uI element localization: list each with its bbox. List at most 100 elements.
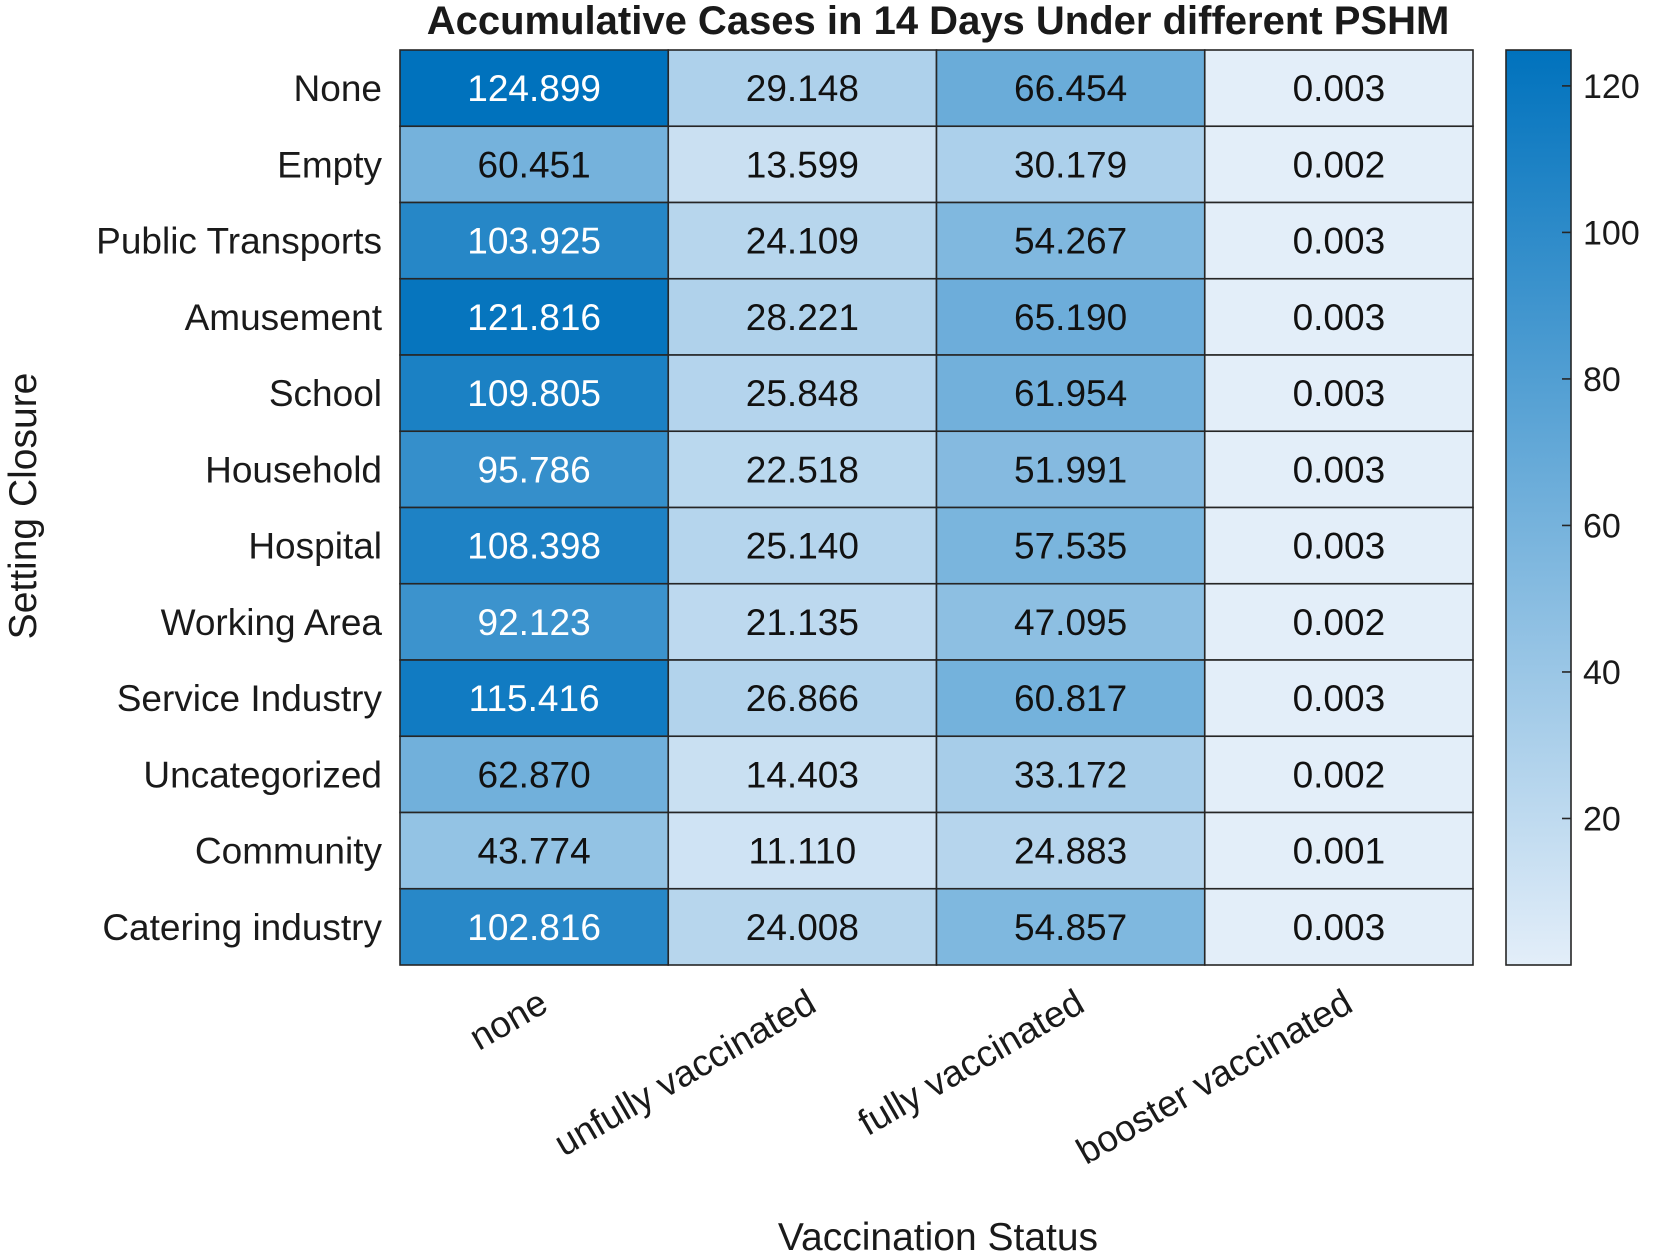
cell-value-label: 0.002	[1293, 144, 1386, 185]
cell-value-label: 95.786	[478, 449, 591, 490]
cell-value-label: 65.190	[1014, 297, 1127, 338]
cell-value-label: 0.002	[1293, 602, 1386, 643]
cell-value-label: 102.816	[467, 907, 601, 948]
heatmap-cell	[1203, 887, 1474, 966]
row-label: Hospital	[248, 526, 382, 567]
y-axis-label: Setting Closure	[2, 373, 45, 640]
row-label: Household	[205, 449, 382, 490]
heatmap-cell	[935, 354, 1206, 433]
column-label: unfully vaccinated	[547, 981, 822, 1164]
cell-value-label: 92.123	[478, 602, 591, 643]
heatmap-cell	[1203, 811, 1474, 890]
cell-value-label: 57.535	[1014, 526, 1127, 567]
heatmap-cell	[667, 735, 938, 814]
row-label: Working Area	[161, 602, 383, 643]
heatmap-cell	[935, 430, 1206, 509]
heatmap-cell	[667, 49, 938, 128]
chart-title: Accumulative Cases in 14 Days Under diff…	[427, 0, 1450, 43]
colorbar-tick-label: 40	[1583, 654, 1621, 692]
cell-value-label: 124.899	[467, 68, 601, 109]
cell-value-label: 29.148	[746, 68, 859, 109]
cell-value-label: 11.110	[749, 831, 857, 872]
cell-value-label: 25.848	[746, 373, 859, 414]
row-label: Amusement	[185, 297, 383, 338]
heatmap-cell	[1203, 659, 1474, 738]
row-label: Service Industry	[117, 678, 383, 719]
colorbar-tick-label: 120	[1583, 68, 1640, 106]
cell-value-label: 14.403	[746, 754, 859, 795]
heatmap-cell	[1203, 49, 1474, 128]
column-label: none	[462, 981, 554, 1058]
heatmap-cell	[935, 49, 1206, 128]
column-label: fully vaccinated	[851, 981, 1091, 1143]
row-label: Uncategorized	[143, 754, 382, 795]
cell-value-label: 22.518	[746, 449, 859, 490]
cell-value-label: 24.883	[1014, 831, 1127, 872]
cell-value-label: 28.221	[746, 297, 859, 338]
cell-value-label: 33.172	[1014, 754, 1127, 795]
colorbar-tick-label: 100	[1583, 214, 1640, 252]
heatmap-cell	[1203, 125, 1474, 204]
heatmap-cell	[1203, 506, 1474, 585]
row-label: School	[269, 373, 382, 414]
heatmap-cell	[1203, 277, 1474, 356]
cell-value-label: 0.003	[1293, 297, 1386, 338]
cell-value-label: 60.451	[478, 144, 591, 185]
cell-value-label: 0.003	[1293, 449, 1386, 490]
colorbar-gradient	[1505, 49, 1572, 966]
cell-value-label: 0.001	[1293, 831, 1386, 872]
cell-value-label: 24.008	[746, 907, 859, 948]
cell-value-label: 30.179	[1014, 144, 1127, 185]
row-labels: None Empty Public Transports Amusement Schoo…	[96, 68, 383, 948]
cell-value-label: 115.416	[469, 678, 600, 719]
heatmap-cell	[935, 582, 1206, 661]
cell-value-label: 61.954	[1014, 373, 1127, 414]
colorbar-tick-label: 60	[1583, 507, 1621, 545]
heatmap-cell	[399, 354, 670, 433]
cell-value-label: 66.454	[1014, 68, 1127, 109]
heatmap-cell	[399, 430, 670, 509]
cell-value-label: 54.267	[1014, 221, 1127, 262]
cell-value-label: 51.991	[1014, 449, 1127, 490]
heatmap-cell	[399, 506, 670, 585]
cell-value-label: 54.857	[1014, 907, 1127, 948]
row-label: Catering industry	[102, 907, 382, 948]
cell-value-label: 0.003	[1293, 68, 1386, 109]
cell-value-label: 25.140	[746, 526, 859, 567]
heatmap-cell	[667, 430, 938, 509]
cell-value-label: 0.003	[1293, 907, 1386, 948]
cell-value-label: 0.003	[1293, 373, 1386, 414]
heatmap-cell	[935, 811, 1206, 890]
heatmap-cell	[667, 201, 938, 280]
row-label: None	[294, 68, 382, 109]
heatmap-cell	[935, 887, 1206, 966]
heatmap-cell	[667, 277, 938, 356]
cell-value-label: 121.816	[467, 297, 601, 338]
cell-value-label: 109.805	[467, 373, 601, 414]
row-label: Public Transports	[96, 221, 382, 262]
heatmap-cell	[399, 49, 670, 128]
heatmap-cell	[1203, 354, 1474, 433]
heatmap-cell	[935, 735, 1206, 814]
heatmap-cell	[1203, 735, 1474, 814]
heatmap-cell	[667, 125, 938, 204]
cell-value-label: 62.870	[478, 754, 591, 795]
heatmap-cell	[399, 735, 670, 814]
heatmap-cell	[399, 125, 670, 204]
colorbar: 20 40 60 80 100 120	[1505, 49, 1640, 966]
cell-value-label: 0.003	[1293, 526, 1386, 567]
heatmap-cell	[1203, 201, 1474, 280]
cell-value-label: 0.003	[1293, 221, 1386, 262]
heatmap-cell	[935, 659, 1206, 738]
heatmap-cell	[667, 354, 938, 433]
colorbar-tick-label: 80	[1583, 361, 1621, 399]
cell-value-label: 24.109	[746, 221, 859, 262]
row-label: Community	[195, 831, 383, 872]
cell-value-label: 103.925	[467, 221, 601, 262]
heatmap-cells: 124.899 29.148 66.454 0.003 60.451 13.599 30.1…	[399, 49, 1474, 966]
heatmap-cell	[1203, 430, 1474, 509]
heatmap-cell	[399, 582, 670, 661]
row-label: Empty	[277, 144, 382, 185]
